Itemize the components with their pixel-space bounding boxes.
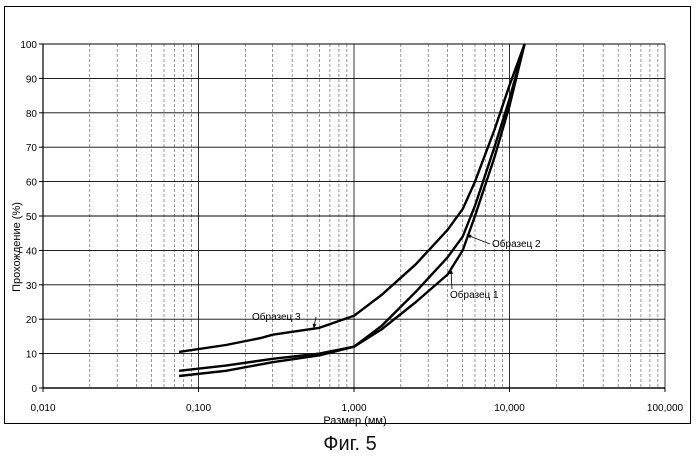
y-tick-label: 70 — [26, 143, 38, 154]
y-tick-label: 50 — [26, 212, 38, 223]
y-axis-label: Прохождение (%) — [11, 202, 23, 292]
axes: 0 10 20 30 40 50 60 70 80 90 100 0,010 0,100 1,000 10,… — [20, 40, 683, 414]
x-axis-label: Размер (мм) — [323, 415, 386, 427]
x-tick-label: 100,000 — [647, 403, 684, 414]
y-tick-label: 60 — [26, 178, 38, 189]
series-line-sample-2 — [179, 44, 524, 371]
grid — [43, 44, 665, 388]
x-tick-label: 10,000 — [494, 403, 525, 414]
y-tick-label: 90 — [26, 74, 38, 85]
y-tick-label: 10 — [26, 350, 38, 361]
y-tick-label: 0 — [31, 384, 37, 395]
x-tick-label: 0,100 — [186, 403, 211, 414]
series-label-sample-2: Образец 2 — [492, 238, 541, 250]
series-line-sample-3 — [179, 44, 524, 352]
y-tick-label: 80 — [26, 109, 38, 120]
x-tick-label: 1,000 — [341, 403, 366, 414]
figure-caption: Фиг. 5 — [0, 433, 700, 456]
y-tick-label: 30 — [26, 281, 38, 292]
x-tick-label: 0,010 — [30, 403, 55, 414]
y-tick-label: 100 — [20, 40, 37, 51]
series-label-sample-1: Образец 1 — [450, 289, 499, 301]
series-label-sample-3: Образец 3 — [252, 311, 301, 323]
y-tick-label: 20 — [26, 315, 38, 326]
series-lines — [179, 44, 524, 376]
y-tick-label: 40 — [26, 246, 38, 257]
